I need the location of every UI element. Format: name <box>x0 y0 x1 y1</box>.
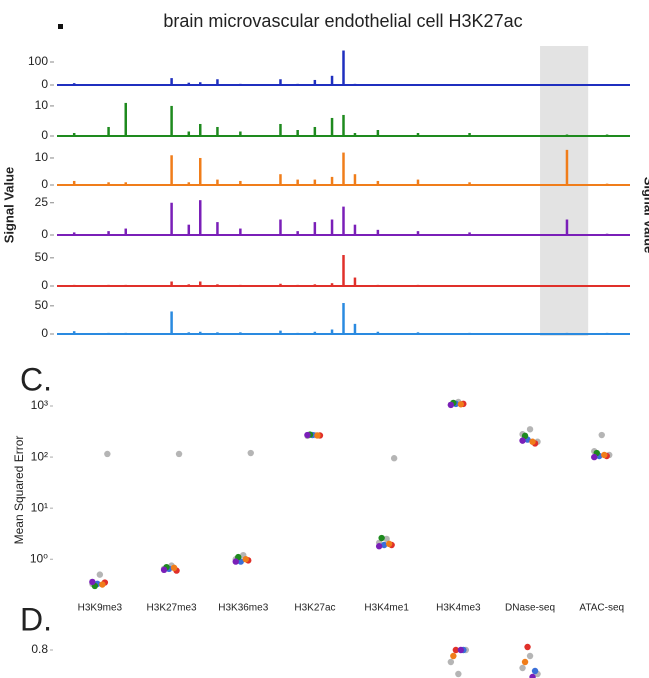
point <box>526 426 534 433</box>
x-tick-label: ATAC-seq <box>579 603 624 614</box>
marker <box>58 24 63 29</box>
y-tick-label: 0.8 <box>31 642 48 656</box>
point <box>457 646 465 654</box>
point <box>526 652 534 660</box>
point <box>452 646 460 654</box>
y-axis-label: Signal Value <box>642 177 649 254</box>
y-tick-label: 10² <box>31 449 48 463</box>
point <box>383 535 390 543</box>
point <box>591 453 598 461</box>
point <box>247 449 254 457</box>
point <box>160 566 168 574</box>
point <box>447 658 455 666</box>
point <box>519 664 526 672</box>
point <box>96 571 104 578</box>
point <box>242 556 249 563</box>
point <box>89 578 96 586</box>
point <box>375 543 383 550</box>
y-axis-label: Signal Value <box>1 167 16 244</box>
point <box>380 541 388 549</box>
y-tick-label: 0 <box>41 326 48 340</box>
y-tick-label: 10¹ <box>31 500 48 514</box>
y-tick-label: 10⁰ <box>30 551 48 565</box>
highlight <box>540 46 589 336</box>
point <box>598 431 605 439</box>
point <box>390 455 398 462</box>
y-tick-label: 50 <box>35 250 49 264</box>
y-tick-label: 10³ <box>31 398 48 412</box>
y-tick-label: 10 <box>35 98 49 112</box>
point <box>521 658 529 666</box>
panel-label: D. <box>20 601 52 637</box>
chart-title: brain microvascular endothelial cell H3K… <box>163 11 522 31</box>
point <box>314 432 321 439</box>
y-tick-label: 10 <box>35 150 49 164</box>
y-tick-label: 0 <box>41 278 48 292</box>
point <box>385 540 393 548</box>
point <box>175 450 183 458</box>
point <box>99 581 106 588</box>
y-tick-label: 0 <box>41 77 48 91</box>
y-tick-label: 25 <box>35 195 49 209</box>
point <box>529 438 536 445</box>
point <box>378 534 385 542</box>
point <box>447 401 455 409</box>
point <box>521 432 529 440</box>
x-tick-label: H3K27ac <box>294 603 335 614</box>
y-tick-label: 0 <box>41 227 48 241</box>
panel-label: C. <box>20 361 52 397</box>
point <box>524 643 531 651</box>
point <box>450 652 457 660</box>
x-tick-label: H3K36me3 <box>218 603 268 614</box>
y-tick-label: 100 <box>28 54 48 68</box>
y-tick-label: 0 <box>41 128 48 142</box>
x-tick-label: H3K4me3 <box>436 603 481 614</box>
point <box>519 437 526 444</box>
point <box>601 451 608 459</box>
point <box>232 558 239 565</box>
point <box>457 401 465 408</box>
point <box>531 667 539 675</box>
point <box>104 450 111 458</box>
point <box>170 564 178 572</box>
x-tick-label: H3K9me3 <box>78 603 123 614</box>
x-tick-label: H3K27me3 <box>147 603 197 614</box>
x-tick-label: H3K4me1 <box>364 603 409 614</box>
point <box>455 670 462 678</box>
point <box>529 673 536 678</box>
y-axis-label: Mean Squared Error <box>12 436 26 545</box>
y-tick-label: 50 <box>35 298 49 312</box>
x-tick-label: DNase-seq <box>505 603 555 614</box>
point <box>304 431 311 439</box>
y-tick-label: 0 <box>41 177 48 191</box>
